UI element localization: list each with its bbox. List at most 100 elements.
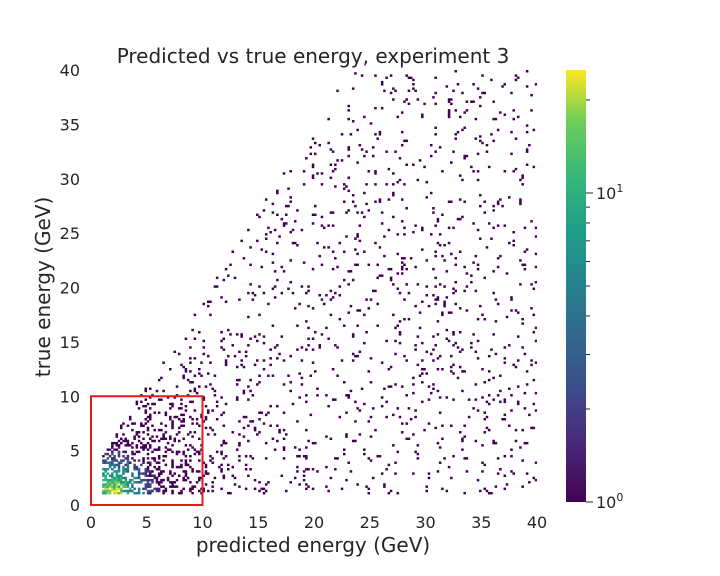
histogram-bin [347,176,350,180]
histogram-bin [472,170,475,173]
histogram-bin [434,426,437,430]
histogram-bin [476,478,480,482]
histogram-bin [104,483,107,486]
histogram-bin [102,478,105,482]
histogram-bin [122,433,125,436]
histogram-bin [400,261,404,264]
histogram-bin [202,420,206,423]
histogram-bin [441,213,444,217]
histogram-bin [302,183,306,186]
histogram-bin [412,472,415,475]
histogram-bin [193,374,197,377]
histogram-bin [492,100,495,103]
histogram-bin [115,472,119,475]
histogram-bin [104,459,107,462]
histogram-bin [133,465,136,469]
histogram-bin [146,415,150,419]
histogram-bin [184,459,188,462]
histogram-bin [160,485,163,488]
histogram-bin [336,265,339,269]
histogram-bin [164,411,168,414]
histogram-bin [177,439,181,443]
histogram-bin [271,374,275,377]
histogram-bin [296,324,299,327]
histogram-bin [153,487,156,491]
histogram-bin [508,241,511,245]
histogram-bin [231,250,235,253]
histogram-bin [505,272,509,275]
histogram-bin [189,459,192,462]
histogram-bin [485,246,489,249]
histogram-bin [329,163,333,166]
histogram-bin [329,313,333,317]
histogram-bin [148,491,152,495]
histogram-bin [479,489,482,493]
histogram-bin [140,400,143,404]
colorbar-gradient [566,70,586,502]
histogram-bin [173,481,177,484]
histogram-bin [137,468,141,471]
histogram-bin [195,450,199,454]
histogram-bin [380,361,384,364]
histogram-bin [492,204,495,208]
histogram-bin [443,285,446,288]
histogram-bin [405,422,408,425]
histogram-bin [133,437,136,441]
histogram-bin [224,441,228,445]
histogram-bin [514,78,518,82]
histogram-bin [298,448,301,451]
histogram-bin [262,359,266,362]
histogram-bin [334,185,337,188]
histogram-bin [302,478,306,482]
histogram-bin [392,215,395,219]
histogram-bin [287,187,290,190]
histogram-bin [155,461,159,464]
histogram-bin [202,352,206,356]
histogram-bin [117,476,121,480]
histogram-bin [436,298,440,301]
histogram-bin [345,411,348,414]
histogram-bin [238,378,241,382]
histogram-bin [148,463,152,467]
histogram-bin [325,465,328,469]
histogram-bin [385,415,388,419]
histogram-bin [474,117,478,121]
histogram-bin [289,381,292,384]
histogram-bin [423,165,426,169]
histogram-bin [117,481,121,484]
histogram-bin [108,454,112,458]
histogram-bin [311,441,315,445]
y-tick-label: 20 [60,279,80,298]
histogram-bin [331,211,335,214]
histogram-bin [387,367,391,371]
histogram-bin [311,174,315,177]
histogram-bin [111,457,114,460]
histogram-bin [492,139,495,143]
histogram-bin [454,341,458,345]
histogram-bin [510,298,513,301]
histogram-bin [492,117,495,121]
histogram-bin [191,468,194,471]
histogram-bin [436,389,440,393]
histogram-bin [342,448,346,451]
histogram-bin [371,154,375,158]
histogram-bin [271,437,275,441]
histogram-bin [414,224,417,227]
histogram-bin [438,283,442,286]
histogram-bin [258,333,261,336]
histogram-bin [423,102,426,106]
histogram-bin [151,478,154,482]
histogram-bin [135,476,139,480]
histogram-bin [200,361,203,364]
histogram-bin [485,150,489,153]
histogram-bin [148,444,152,447]
x-tick-label: 20 [304,513,324,532]
histogram-bin [389,365,393,369]
histogram-bin [403,183,406,186]
histogram-bin [126,463,130,467]
histogram-bin [251,420,255,423]
histogram-bin [369,459,373,462]
histogram-bin [264,441,268,445]
histogram-bin [358,143,362,147]
histogram-bin [249,378,252,382]
